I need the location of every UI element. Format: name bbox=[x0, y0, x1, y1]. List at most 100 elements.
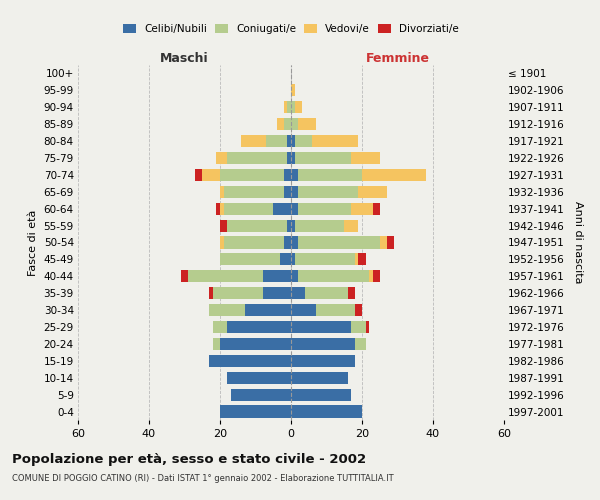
Bar bbox=[355, 338, 365, 350]
Bar bbox=[188, 270, 263, 282]
Bar bbox=[352, 321, 365, 333]
Bar bbox=[291, 254, 295, 266]
Bar bbox=[217, 152, 227, 164]
Bar bbox=[291, 101, 295, 114]
Bar bbox=[373, 270, 380, 282]
Bar bbox=[352, 202, 373, 215]
Bar bbox=[227, 321, 291, 333]
Bar bbox=[227, 152, 287, 164]
Bar bbox=[352, 152, 380, 164]
Bar bbox=[241, 135, 266, 147]
Bar bbox=[295, 101, 302, 114]
Bar bbox=[220, 169, 284, 181]
Bar bbox=[358, 186, 387, 198]
Bar bbox=[298, 202, 352, 215]
Bar bbox=[355, 304, 362, 316]
Bar bbox=[291, 84, 295, 96]
Bar bbox=[220, 254, 280, 266]
Bar bbox=[280, 254, 291, 266]
Bar bbox=[263, 270, 291, 282]
Bar bbox=[291, 354, 355, 367]
Bar bbox=[291, 202, 298, 215]
Text: Maschi: Maschi bbox=[160, 52, 209, 65]
Bar bbox=[298, 270, 369, 282]
Bar bbox=[277, 118, 284, 130]
Bar bbox=[287, 101, 291, 114]
Bar bbox=[344, 220, 358, 232]
Bar bbox=[291, 372, 348, 384]
Bar bbox=[220, 236, 224, 248]
Bar bbox=[298, 169, 362, 181]
Bar bbox=[181, 270, 188, 282]
Bar bbox=[305, 287, 348, 300]
Y-axis label: Anni di nascita: Anni di nascita bbox=[573, 201, 583, 284]
Bar bbox=[209, 354, 291, 367]
Bar bbox=[295, 135, 313, 147]
Bar bbox=[220, 186, 224, 198]
Bar bbox=[355, 254, 358, 266]
Bar bbox=[358, 254, 365, 266]
Bar bbox=[291, 321, 352, 333]
Bar bbox=[263, 287, 291, 300]
Bar bbox=[227, 372, 291, 384]
Bar bbox=[284, 118, 291, 130]
Bar bbox=[380, 236, 387, 248]
Bar bbox=[291, 169, 298, 181]
Bar bbox=[362, 169, 426, 181]
Bar bbox=[295, 152, 352, 164]
Bar bbox=[195, 169, 202, 181]
Bar bbox=[284, 186, 291, 198]
Bar bbox=[209, 304, 245, 316]
Bar bbox=[230, 388, 291, 400]
Bar bbox=[287, 135, 291, 147]
Bar bbox=[213, 338, 220, 350]
Bar bbox=[213, 321, 227, 333]
Bar bbox=[224, 186, 284, 198]
Bar bbox=[220, 220, 227, 232]
Bar bbox=[291, 220, 295, 232]
Bar bbox=[298, 186, 358, 198]
Bar bbox=[217, 202, 220, 215]
Bar bbox=[209, 287, 213, 300]
Bar bbox=[245, 304, 291, 316]
Text: Popolazione per età, sesso e stato civile - 2002: Popolazione per età, sesso e stato civil… bbox=[12, 452, 366, 466]
Bar bbox=[224, 202, 273, 215]
Bar bbox=[348, 287, 355, 300]
Text: COMUNE DI POGGIO CATINO (RI) - Dati ISTAT 1° gennaio 2002 - Elaborazione TUTTITA: COMUNE DI POGGIO CATINO (RI) - Dati ISTA… bbox=[12, 474, 394, 483]
Legend: Celibi/Nubili, Coniugati/e, Vedovi/e, Divorziati/e: Celibi/Nubili, Coniugati/e, Vedovi/e, Di… bbox=[123, 24, 459, 34]
Bar bbox=[298, 118, 316, 130]
Bar bbox=[295, 254, 355, 266]
Bar bbox=[365, 321, 369, 333]
Y-axis label: Fasce di età: Fasce di età bbox=[28, 210, 38, 276]
Bar bbox=[313, 135, 358, 147]
Bar bbox=[220, 202, 224, 215]
Bar bbox=[220, 406, 291, 417]
Bar bbox=[227, 220, 287, 232]
Bar bbox=[291, 118, 298, 130]
Bar bbox=[373, 202, 380, 215]
Text: Femmine: Femmine bbox=[365, 52, 430, 65]
Bar bbox=[284, 169, 291, 181]
Bar bbox=[291, 186, 298, 198]
Bar bbox=[291, 406, 362, 417]
Bar bbox=[291, 152, 295, 164]
Bar bbox=[298, 236, 380, 248]
Bar bbox=[291, 338, 355, 350]
Bar bbox=[284, 236, 291, 248]
Bar bbox=[387, 236, 394, 248]
Bar bbox=[316, 304, 355, 316]
Bar bbox=[291, 287, 305, 300]
Bar bbox=[291, 270, 298, 282]
Bar bbox=[266, 135, 287, 147]
Bar bbox=[287, 220, 291, 232]
Bar bbox=[369, 270, 373, 282]
Bar bbox=[284, 101, 287, 114]
Bar bbox=[273, 202, 291, 215]
Bar bbox=[287, 152, 291, 164]
Bar bbox=[295, 220, 344, 232]
Bar bbox=[213, 287, 263, 300]
Bar bbox=[291, 304, 316, 316]
Bar bbox=[291, 236, 298, 248]
Bar bbox=[220, 338, 291, 350]
Bar bbox=[202, 169, 220, 181]
